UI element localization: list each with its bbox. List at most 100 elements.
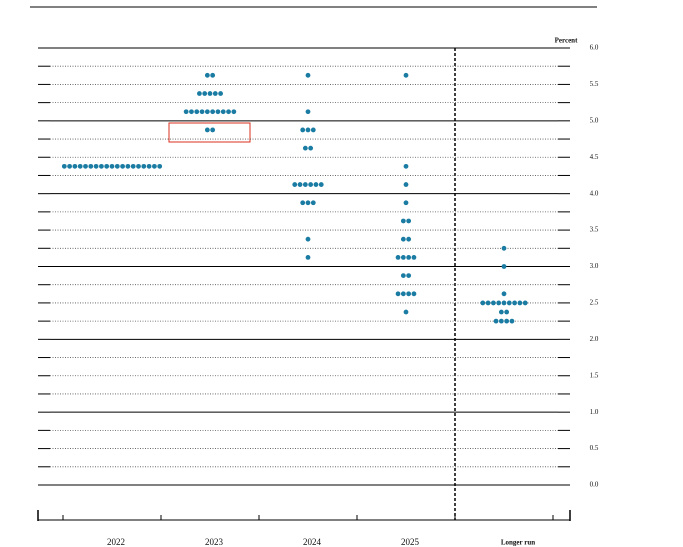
dot xyxy=(199,109,205,115)
dot xyxy=(506,300,512,306)
y-tick-label: 4.0 xyxy=(590,189,599,197)
dot xyxy=(406,236,412,242)
dot xyxy=(88,163,94,169)
dot xyxy=(220,109,226,115)
dot xyxy=(493,318,499,324)
dot xyxy=(183,109,189,115)
x-tick-label: 2024 xyxy=(303,537,322,547)
dot xyxy=(403,309,409,315)
dot xyxy=(485,300,491,306)
dot xyxy=(204,127,210,133)
dot xyxy=(77,163,83,169)
dot xyxy=(403,163,409,169)
dot xyxy=(212,91,218,96)
dot xyxy=(310,200,316,206)
y-tick-label: 3.0 xyxy=(590,262,599,270)
dot xyxy=(141,163,147,169)
dot xyxy=(491,300,496,306)
dot xyxy=(517,300,523,306)
dot xyxy=(308,145,314,151)
dot xyxy=(403,200,409,206)
dot xyxy=(310,127,316,133)
dot xyxy=(400,218,406,224)
dot xyxy=(305,109,311,115)
dot xyxy=(109,163,115,169)
dot xyxy=(302,145,308,151)
dot xyxy=(498,309,504,315)
dot xyxy=(104,163,110,169)
dot xyxy=(207,91,213,96)
dot xyxy=(403,182,409,187)
dot xyxy=(210,127,216,133)
dot xyxy=(501,291,507,297)
dot xyxy=(400,273,406,279)
dot xyxy=(157,163,163,169)
dot xyxy=(501,245,507,251)
dot xyxy=(210,72,216,78)
y-tick-label: 5.5 xyxy=(590,80,599,88)
dot xyxy=(300,127,306,133)
y-tick-label: 2.5 xyxy=(590,299,599,307)
dot xyxy=(406,254,412,260)
x-tick-label: 2025 xyxy=(401,537,420,547)
dot xyxy=(72,163,78,169)
dot xyxy=(218,91,224,96)
x-tick-label: 2022 xyxy=(107,537,125,547)
dot xyxy=(231,109,237,115)
dot xyxy=(395,254,401,260)
dot xyxy=(61,163,67,169)
dot xyxy=(83,163,88,169)
dot xyxy=(504,309,510,315)
dot xyxy=(204,72,210,78)
dot xyxy=(406,291,412,297)
dot xyxy=(204,109,210,115)
y-axis-label: Percent xyxy=(555,37,578,45)
y-tick-label: 2.0 xyxy=(590,335,599,343)
dot xyxy=(305,254,311,260)
dot xyxy=(67,163,72,169)
dot xyxy=(300,200,306,206)
dot xyxy=(202,91,208,96)
dot xyxy=(297,182,303,187)
x-tick-label: 2023 xyxy=(205,537,224,547)
dot xyxy=(400,291,406,297)
y-tick-label: 1.0 xyxy=(590,408,599,416)
y-tick-label: 4.5 xyxy=(590,153,599,161)
dot xyxy=(194,109,200,115)
dot xyxy=(189,109,194,115)
dot xyxy=(226,109,231,115)
dot xyxy=(305,72,311,78)
dot xyxy=(130,163,136,169)
y-tick-label: 5.0 xyxy=(590,116,599,124)
highlight-box xyxy=(168,122,251,143)
dot xyxy=(522,300,528,306)
dot xyxy=(480,300,486,306)
dot xyxy=(313,182,319,187)
dot xyxy=(403,72,409,78)
y-tick-label: 6.0 xyxy=(590,44,599,52)
y-tick-label: 0.0 xyxy=(590,481,599,489)
dot xyxy=(501,300,507,306)
dot xyxy=(498,318,504,324)
dot xyxy=(512,300,517,306)
dot xyxy=(400,254,406,260)
y-tick-label: 0.5 xyxy=(590,444,599,452)
dot xyxy=(152,163,157,169)
dot xyxy=(318,182,324,187)
dot xyxy=(509,318,515,324)
dot xyxy=(411,291,417,297)
y-tick-label: 3.5 xyxy=(590,226,599,234)
dot xyxy=(501,264,507,269)
dot xyxy=(99,163,104,169)
dot xyxy=(120,163,125,169)
y-tick-label: 1.5 xyxy=(590,371,599,379)
dot xyxy=(210,109,216,115)
dot xyxy=(146,163,152,169)
dot xyxy=(93,163,99,169)
dot xyxy=(406,218,412,224)
dot xyxy=(114,163,120,169)
dot xyxy=(305,236,311,242)
dot xyxy=(292,182,298,187)
dot xyxy=(411,254,417,260)
